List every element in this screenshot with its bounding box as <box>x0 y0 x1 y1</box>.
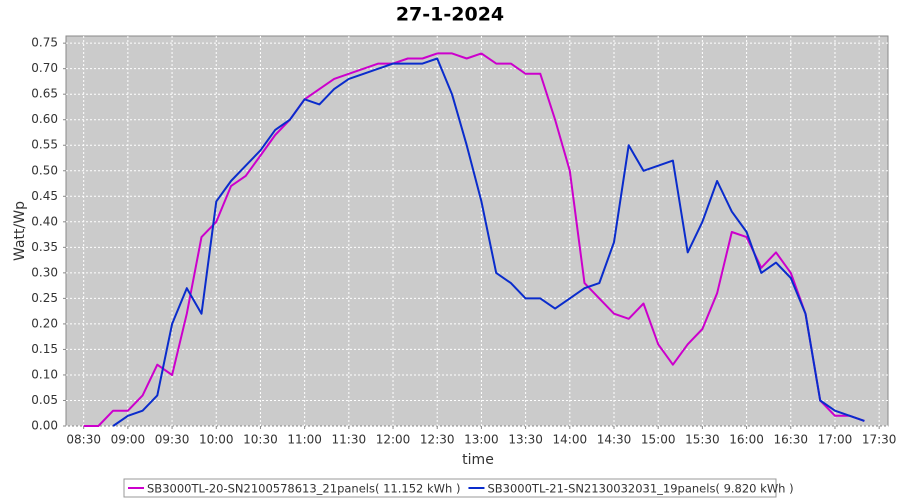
x-tick-label: 16:00 <box>729 433 764 447</box>
x-tick-label: 10:00 <box>199 433 234 447</box>
x-tick-label: 12:00 <box>376 433 411 447</box>
x-tick-label: 14:30 <box>597 433 632 447</box>
x-tick-label: 10:30 <box>243 433 278 447</box>
x-tick-label: 16:30 <box>773 433 808 447</box>
y-tick-label: 0.35 <box>31 240 58 254</box>
y-tick-label: 0.40 <box>31 214 58 228</box>
legend <box>123 478 777 498</box>
x-tick-label: 13:30 <box>508 433 543 447</box>
x-tick-label: 08:30 <box>66 433 101 447</box>
series-line <box>112 57 865 427</box>
x-tick-label: 14:00 <box>553 433 588 447</box>
y-tick-label: 0.50 <box>31 163 58 177</box>
y-tick-label: 0.65 <box>31 87 58 101</box>
x-tick-label: 15:00 <box>641 433 676 447</box>
y-tick-label: 0.70 <box>31 61 58 75</box>
x-tick-label: 09:30 <box>155 433 190 447</box>
y-tick-label: 0.15 <box>31 342 58 356</box>
y-tick-label: 0.00 <box>31 419 58 433</box>
x-tick-label: 17:30 <box>862 433 897 447</box>
y-tick-label: 0.75 <box>31 36 58 50</box>
x-tick-label: 11:30 <box>332 433 367 447</box>
legend-label: SB3000TL-20-SN2100578613_21panels( 11.15… <box>147 482 460 496</box>
y-tick-label: 0.60 <box>31 112 58 126</box>
x-tick-label: 15:30 <box>685 433 720 447</box>
x-tick-label: 17:00 <box>818 433 853 447</box>
y-tick-label: 0.25 <box>31 291 58 305</box>
y-tick-label: 0.55 <box>31 138 58 152</box>
x-tick-label: 09:00 <box>111 433 146 447</box>
plot-area <box>65 35 889 427</box>
y-tick-label: 0.05 <box>31 393 58 407</box>
x-tick-label: 12:30 <box>420 433 455 447</box>
y-tick-label: 0.45 <box>31 189 58 203</box>
y-tick-label: 0.30 <box>31 265 58 279</box>
y-tick-label: 0.20 <box>31 316 58 330</box>
y-axis-label: Watt/Wp <box>12 201 28 261</box>
y-tick-label: 0.10 <box>31 367 58 381</box>
x-tick-label: 13:00 <box>464 433 499 447</box>
chart-title: 27-1-2024 <box>396 4 504 26</box>
legend-label: SB3000TL-21-SN2130032031_19panels( 9.820… <box>487 482 793 496</box>
x-tick-label: 11:00 <box>287 433 322 447</box>
x-axis-label: time <box>462 452 494 468</box>
